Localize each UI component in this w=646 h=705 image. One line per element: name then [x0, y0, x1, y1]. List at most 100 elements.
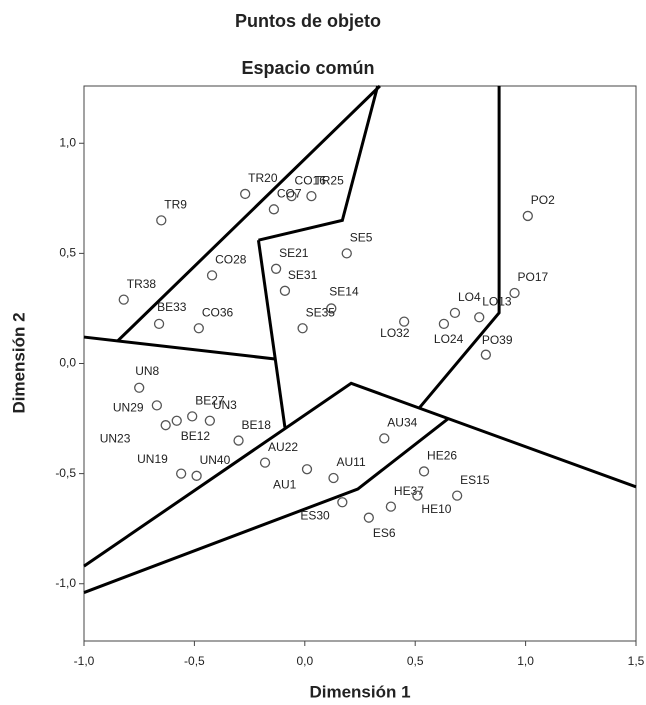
x-tick-label: -1,0 [74, 654, 95, 668]
x-tick-label: 1,5 [628, 654, 645, 668]
point [279, 285, 291, 296]
point [452, 490, 463, 501]
point [341, 248, 352, 259]
point [233, 435, 244, 446]
point-label: TR20 [248, 171, 278, 185]
point [306, 190, 317, 202]
point [134, 382, 145, 393]
point-label: TR25 [314, 173, 344, 187]
y-tick-label: -1,0 [55, 576, 76, 590]
point [474, 312, 485, 323]
x-axis-label: Dimensión 1 [309, 682, 410, 701]
boundary-line [258, 85, 380, 242]
point [399, 316, 410, 327]
point [328, 472, 339, 484]
point [193, 323, 204, 334]
boundary-line [83, 335, 277, 361]
point-label: PO2 [531, 193, 555, 207]
point [379, 433, 390, 444]
chart-subtitle: Espacio común [241, 58, 374, 78]
point [337, 497, 348, 508]
point-label: BE33 [157, 300, 187, 314]
point-label: UN8 [135, 364, 159, 378]
point-label: UN19 [137, 452, 168, 466]
point-label: BE18 [242, 418, 272, 432]
point-label: ES30 [300, 508, 330, 522]
point [156, 215, 167, 226]
point-label: SE35 [306, 305, 336, 319]
point [301, 464, 313, 475]
x-tick-label: 0,5 [407, 654, 424, 668]
point-label: LO24 [434, 332, 464, 346]
boundary-line [83, 381, 637, 568]
y-tick-label: 0,0 [59, 356, 76, 370]
point-label: PO39 [482, 333, 513, 347]
point-label: TR38 [127, 277, 157, 291]
point-label: SE5 [350, 231, 373, 245]
point [326, 303, 337, 314]
point [418, 466, 430, 477]
point-label: SE21 [279, 246, 309, 260]
point [176, 468, 187, 479]
point [509, 287, 520, 299]
point [204, 415, 216, 426]
point [171, 415, 182, 426]
chart-title: Puntos de objeto [235, 11, 381, 31]
point [385, 501, 397, 512]
point [191, 470, 202, 481]
point [270, 263, 282, 274]
boundary-line [256, 239, 287, 428]
y-axis-label: Dimensión 2 [9, 312, 28, 413]
point-label: HE37 [394, 484, 424, 498]
point [297, 323, 308, 334]
point-label: AU11 [337, 455, 366, 469]
point [153, 318, 165, 330]
point [187, 411, 198, 422]
point-label: LO13 [482, 294, 512, 308]
y-tick-label: -0,5 [55, 466, 76, 480]
point-label: SE31 [288, 268, 318, 282]
point [522, 210, 533, 222]
boundary-line [418, 86, 501, 409]
point-label: HE26 [427, 449, 457, 463]
boundary-line [116, 84, 381, 343]
point [438, 318, 450, 330]
point-label: UN29 [113, 401, 144, 415]
point-label: CO28 [215, 253, 247, 267]
point-label: SE14 [329, 285, 359, 299]
y-tick-label: 0,5 [59, 246, 76, 260]
point-label: PO17 [518, 270, 549, 284]
boundary-line [83, 417, 450, 594]
point [259, 457, 271, 468]
point-label: AU34 [387, 416, 417, 430]
point-label: ES15 [460, 473, 490, 487]
point-label: UN3 [213, 398, 237, 412]
point [363, 512, 374, 523]
y-tick-label: 1,0 [59, 135, 76, 149]
point [449, 307, 461, 318]
point [151, 400, 163, 411]
point-label: AU22 [268, 440, 298, 454]
point-label: AU1 [273, 477, 297, 491]
point-label: TR9 [164, 198, 187, 212]
point [480, 349, 492, 360]
x-tick-label: 0,0 [296, 654, 313, 668]
point-label: BE12 [181, 429, 211, 443]
point-label: LO4 [458, 290, 481, 304]
point [240, 188, 251, 200]
point-label: ES6 [373, 526, 396, 540]
point-label: CO7 [277, 187, 302, 201]
point [286, 190, 297, 202]
point [412, 490, 423, 501]
point-label: UN23 [100, 431, 131, 445]
point [160, 420, 171, 431]
x-tick-label: 1,0 [517, 654, 534, 668]
point [206, 270, 218, 281]
point-label: CO16 [295, 173, 327, 187]
point-label: CO36 [202, 305, 234, 319]
point-label: LO32 [380, 326, 410, 340]
point [118, 294, 129, 305]
x-tick-label: -0,5 [184, 654, 205, 668]
point-label: BE27 [195, 394, 225, 408]
